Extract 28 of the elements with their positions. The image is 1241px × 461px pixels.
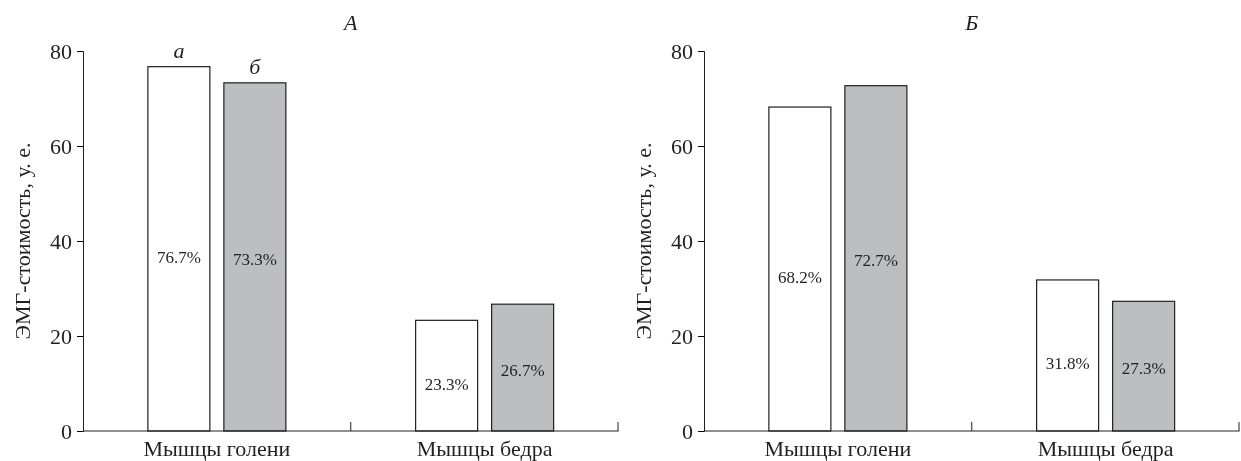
annotation: б (249, 53, 262, 79)
data-label: 72.7% (853, 251, 898, 271)
y-tick-label: 20 (670, 323, 693, 349)
y-tick-label: 60 (670, 133, 693, 159)
data-label: 27.3% (1121, 359, 1166, 379)
y-tick-label: 40 (50, 228, 72, 254)
x-tick-label: Мышцы бедра (416, 436, 553, 461)
data-label: 31.8% (1045, 354, 1090, 374)
chart-title: А (342, 10, 359, 35)
chart-title: Б (963, 10, 978, 35)
data-label: 26.7% (500, 360, 545, 380)
y-tick-label: 0 (61, 418, 72, 444)
y-axis-title: ЭМГ-стоимость, у. е. (630, 142, 656, 340)
data-label: 68.2% (777, 268, 822, 288)
y-tick-label: 40 (670, 228, 693, 254)
data-label: 23.3% (424, 374, 469, 394)
x-tick-label: Мышцы голени (143, 436, 291, 461)
y-tick-label: 20 (50, 323, 72, 349)
data-label: 73.3% (232, 249, 277, 269)
y-tick-label: 60 (50, 133, 72, 159)
annotation: а (173, 37, 185, 63)
y-tick-label: 80 (670, 38, 693, 64)
y-tick-label: 80 (50, 38, 72, 64)
x-tick-label: Мышцы бедра (1037, 436, 1174, 461)
y-tick-label: 0 (681, 418, 693, 444)
y-axis-title: ЭМГ-стоимость, у. е. (10, 142, 35, 340)
x-tick-label: Мышцы голени (763, 436, 911, 461)
data-label: 76.7% (156, 247, 201, 267)
